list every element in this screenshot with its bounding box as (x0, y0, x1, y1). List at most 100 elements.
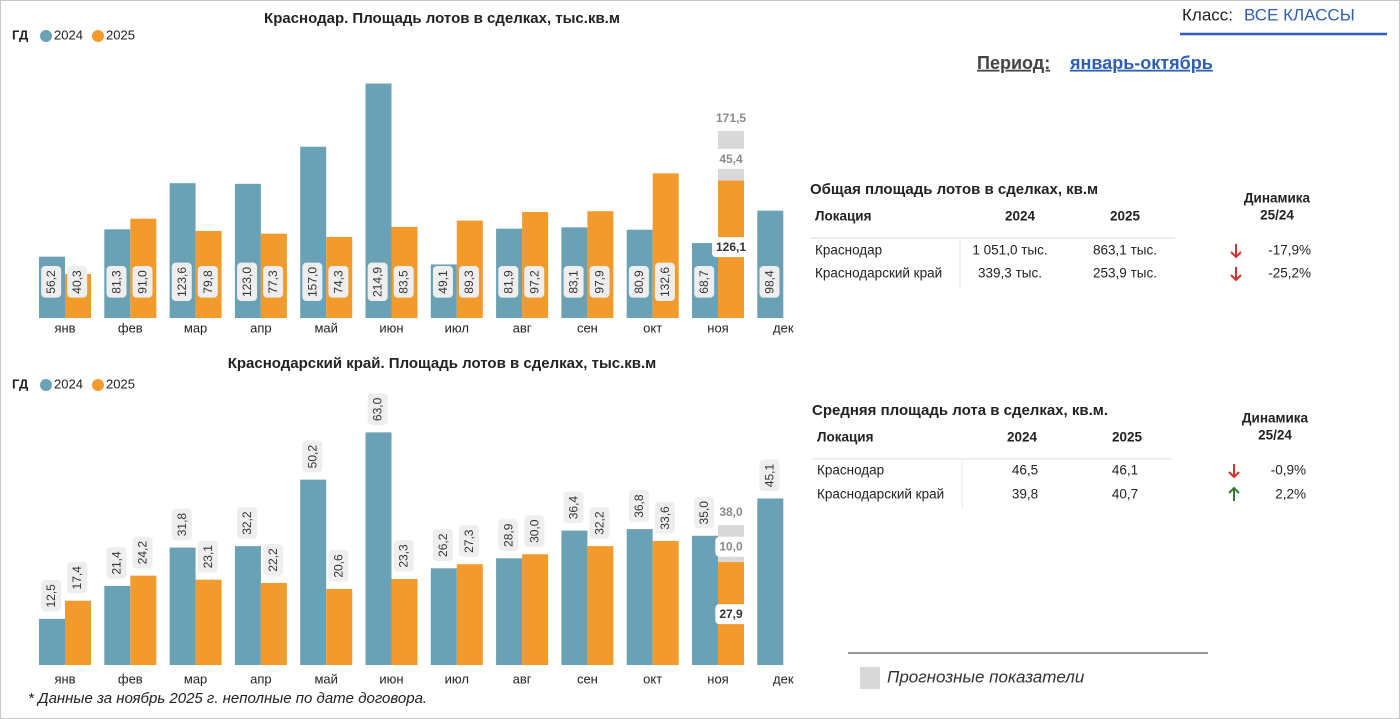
table-total-area: Общая площадь лотов в сделках, кв.м Лока… (810, 181, 1311, 288)
cell: -0,9% (1271, 463, 1306, 478)
forecast-legend: Прогнозные показатели (887, 667, 1085, 686)
class-value[interactable]: ВСЕ КЛАССЫ (1244, 5, 1355, 24)
value-label: 74,3 (331, 270, 345, 294)
x-tick-label: май (314, 320, 337, 335)
bar (626, 529, 653, 665)
footnote: * Данные за ноябрь 2025 г. неполные по д… (28, 690, 427, 707)
x-tick-label: апр (250, 671, 272, 686)
value-label: 123,0 (240, 267, 254, 297)
value-label: 79,8 (201, 270, 215, 294)
bar (195, 579, 222, 665)
value-label: 132,6 (658, 267, 672, 297)
forecast-total: 171,5 (716, 111, 746, 125)
value-label: 12,5 (44, 584, 58, 608)
cell: 2,2% (1275, 487, 1306, 502)
value-label-box (628, 490, 649, 522)
value-label-box (367, 393, 388, 426)
bar (652, 540, 679, 665)
value-label-box (393, 539, 414, 572)
cell: -17,9% (1268, 243, 1311, 258)
value-label: 83,1 (567, 270, 581, 294)
legend-swatch (92, 30, 104, 42)
bar (522, 211, 549, 318)
value-label-box (563, 265, 584, 298)
x-tick-label: янв (54, 320, 75, 335)
legend-label: 2025 (106, 27, 135, 42)
x-tick-label: окт (643, 671, 662, 686)
value-label-box (711, 237, 751, 258)
value-label-box (654, 501, 675, 534)
value-label-box (393, 265, 414, 298)
value-label-box (302, 262, 323, 302)
bar (39, 618, 65, 665)
value-label-box (458, 525, 479, 557)
value-label: 30,0 (527, 519, 541, 543)
cell: 46,5 (1012, 463, 1038, 478)
value-label-box (589, 507, 610, 539)
bar (692, 535, 718, 665)
bar (326, 588, 353, 665)
cell: Краснодар (817, 463, 884, 478)
cell: 39,8 (1012, 487, 1038, 502)
value-label-box (328, 549, 349, 582)
dynamics-header: 25/24 (1258, 428, 1292, 443)
x-tick-label: июн (379, 671, 403, 686)
value-label: 56,2 (44, 270, 58, 294)
value-label: 10,0 (719, 540, 743, 554)
value-label: 126,1 (716, 240, 746, 254)
value-label-box (132, 265, 153, 298)
down-arrow (1230, 244, 1242, 259)
x-tick-label: сен (577, 320, 598, 335)
value-label: 97,2 (527, 270, 541, 294)
table-title: Общая площадь лотов в сделках, кв.м (810, 181, 1098, 198)
chart-title: Краснодарский край. Площадь лотов в сдел… (228, 355, 657, 372)
bar (104, 585, 131, 665)
legend-title: ГД (12, 376, 29, 391)
bar (260, 583, 287, 665)
column-header: 2024 (1005, 209, 1036, 224)
value-label-box (524, 515, 545, 547)
legend-swatch (40, 379, 52, 391)
bar (365, 432, 392, 665)
value-label: 81,9 (501, 270, 515, 294)
value-label-box (302, 440, 323, 473)
value-label-box (458, 265, 479, 298)
value-label-box (263, 544, 284, 576)
value-label: 22,2 (266, 548, 280, 572)
bar (430, 568, 457, 665)
bar (757, 498, 784, 665)
period-label: Период: (977, 53, 1050, 73)
value-label-box (432, 529, 453, 561)
value-label-box (654, 262, 675, 302)
value-label: 98,4 (762, 270, 776, 294)
value-label: 32,2 (240, 511, 254, 535)
cell: -25,2% (1268, 266, 1311, 281)
legend-label: 2024 (54, 376, 83, 391)
period-value[interactable]: январь-октябрь (1069, 53, 1213, 73)
value-label-box (237, 507, 258, 539)
value-label-box (715, 148, 748, 169)
value-label-box (171, 508, 192, 541)
value-label: 97,9 (593, 270, 607, 294)
value-label: 17,4 (70, 566, 84, 590)
cell: Краснодарский край (815, 266, 942, 281)
value-label-box (237, 262, 258, 302)
x-tick-label: сен (577, 671, 598, 686)
bar (587, 211, 614, 318)
column-header: 2025 (1112, 430, 1143, 445)
x-tick-label: авг (513, 320, 532, 335)
value-label: 36,8 (632, 494, 646, 518)
value-label-box (432, 265, 453, 298)
value-label: 123,6 (175, 267, 189, 297)
value-label-box (197, 265, 218, 298)
cell: 1 051,0 тыс. (972, 243, 1047, 258)
value-label: 31,8 (175, 513, 189, 537)
value-label-box (263, 265, 284, 298)
value-label: 27,9 (719, 607, 743, 621)
value-label-box (106, 265, 127, 298)
value-label-box (367, 262, 388, 302)
value-label-box (67, 265, 88, 298)
x-tick-label: июн (379, 320, 403, 335)
value-label: 28,9 (501, 523, 515, 547)
value-label: 27,3 (462, 529, 476, 553)
